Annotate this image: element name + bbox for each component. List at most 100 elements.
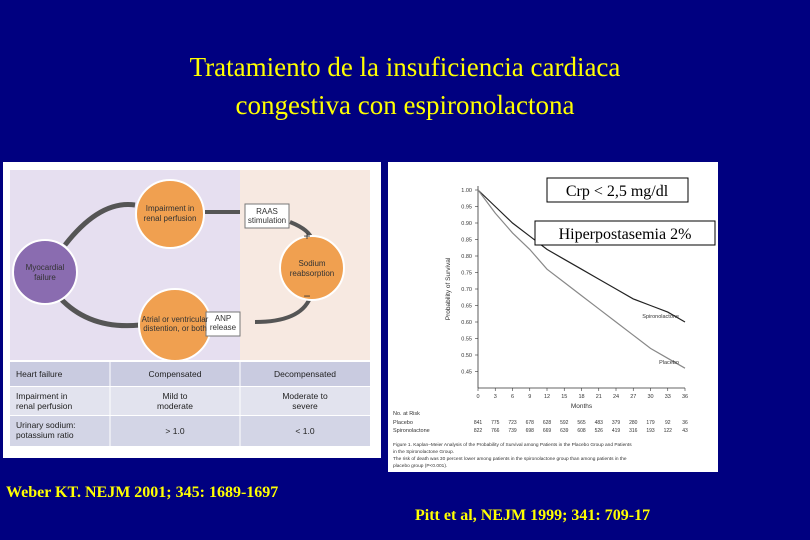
table-cell: renal perfusion: [16, 401, 73, 411]
table-cell: Heart failure: [16, 369, 63, 379]
risk-value: 419: [612, 428, 621, 434]
table-cell: Mild to: [162, 391, 187, 401]
risk-value: 592: [560, 420, 569, 426]
series-label: Spironolactone: [642, 314, 679, 320]
y-tick-label: 0.45: [461, 370, 472, 376]
risk-value: 92: [665, 420, 671, 426]
risk-value: 639: [560, 428, 569, 434]
table-cell: > 1.0: [165, 426, 184, 436]
y-tick-label: 0.95: [461, 205, 472, 211]
risk-row-name: Placebo: [393, 420, 413, 426]
y-tick-label: 0.65: [461, 304, 472, 310]
table-cell: Compensated: [149, 369, 202, 379]
x-tick-label: 21: [596, 394, 602, 400]
y-tick-label: 1.00: [461, 188, 472, 194]
risk-title: No. at Risk: [393, 411, 420, 417]
risk-value: 678: [526, 420, 535, 426]
risk-value: 316: [629, 428, 638, 434]
y-tick-label: 0.50: [461, 353, 472, 359]
series-label: Placebo: [659, 360, 679, 366]
x-tick-label: 30: [647, 394, 653, 400]
title-line: Tratamiento de la insuficiencia cardiaca: [190, 52, 621, 82]
note: Hiperpostasemia 2%: [559, 226, 692, 243]
risk-value: 723: [508, 420, 517, 426]
table-cell: Moderate to: [282, 391, 328, 401]
risk-value: 122: [664, 428, 673, 434]
x-tick-label: 18: [578, 394, 584, 400]
x-tick-label: 9: [528, 394, 531, 400]
table-cell: potassium ratio: [16, 430, 74, 440]
node-label: renal perfusion: [144, 214, 197, 223]
risk-value: 841: [474, 420, 483, 426]
risk-value: 698: [526, 428, 535, 434]
node-label: release: [210, 323, 237, 332]
node-label: Atrial or ventricular: [142, 315, 209, 324]
risk-value: 36: [682, 420, 688, 426]
y-tick-label: 0.75: [461, 271, 472, 277]
x-tick-label: 27: [630, 394, 636, 400]
table-cell: moderate: [157, 401, 193, 411]
node-label: failure: [34, 273, 56, 282]
note-box: [534, 220, 716, 246]
y-tick-label: 0.80: [461, 254, 472, 260]
x-tick-label: 6: [511, 394, 514, 400]
table-cell: < 1.0: [295, 426, 314, 436]
survival-line: [477, 189, 686, 323]
risk-value: 669: [543, 428, 552, 434]
sign: +: [303, 229, 310, 243]
x-tick-label: 15: [561, 394, 567, 400]
note: Crp < 2,5 mg/dl: [566, 183, 669, 200]
x-axis-label: Months: [571, 403, 593, 410]
x-tick-label: 3: [494, 394, 497, 400]
node-label: distention, or both: [143, 324, 207, 333]
table-cell: Decompensated: [274, 369, 336, 379]
table-cell: Impairment in: [16, 391, 68, 401]
caption-line: in the Spironolactone Group.: [393, 449, 454, 455]
risk-value: 280: [629, 420, 638, 426]
x-tick-label: 24: [613, 394, 619, 400]
citation: Weber KT. NEJM 2001; 345: 1689-1697: [6, 484, 278, 501]
risk-row-name: Spironolactone: [393, 428, 430, 434]
sign: −: [303, 289, 310, 303]
risk-value: 179: [646, 420, 655, 426]
title-line: congestiva con espironolactona: [236, 90, 575, 120]
caption-line: Figure 1. Kaplan–Meier Analysis of the P…: [393, 442, 632, 448]
figure-panel: [388, 162, 718, 472]
risk-value: 775: [491, 420, 500, 426]
km-chart: 1.00 0.95 0.90 0.85 0.80 0.75 0.70 0.65 0.60 0.55…: [393, 186, 688, 469]
risk-value: 628: [543, 420, 552, 426]
risk-value: 608: [577, 428, 586, 434]
x-tick-label: 0: [476, 394, 479, 400]
risk-value: 822: [474, 428, 483, 434]
y-axis-label: Probability of Survival: [445, 257, 452, 320]
node-label: stimulation: [248, 216, 286, 225]
survival-line: [477, 189, 686, 369]
risk-value: 483: [595, 420, 604, 426]
x-tick-label: 36: [682, 394, 688, 400]
x-tick-label: 12: [544, 394, 550, 400]
risk-value: 766: [491, 428, 500, 434]
node-label: ANP: [215, 314, 231, 323]
y-tick-label: 0.60: [461, 320, 472, 326]
risk-value: 565: [577, 420, 586, 426]
risk-value: 193: [646, 428, 655, 434]
table-cell: severe: [292, 401, 318, 411]
caption-line: The risk of death was 30 percent lower a…: [393, 456, 627, 462]
table-cell: Urinary sodium:: [16, 420, 76, 430]
node-label: Impairment in: [146, 204, 194, 213]
risk-value: 526: [595, 428, 604, 434]
node-label: Myocardial: [26, 263, 65, 272]
risk-value: 739: [508, 428, 517, 434]
y-tick-label: 0.55: [461, 337, 472, 343]
y-tick-label: 0.85: [461, 238, 472, 244]
y-tick-label: 0.90: [461, 221, 472, 227]
risk-value: 43: [682, 428, 688, 434]
node-label: RAAS: [256, 207, 278, 216]
x-tick-label: 33: [665, 394, 671, 400]
y-tick-label: 0.70: [461, 287, 472, 293]
diagram: Impairment in renal perfusion RAAS stimu…: [3, 162, 381, 458]
risk-value: 379: [612, 420, 621, 426]
node-label: reabsorption: [290, 269, 334, 278]
